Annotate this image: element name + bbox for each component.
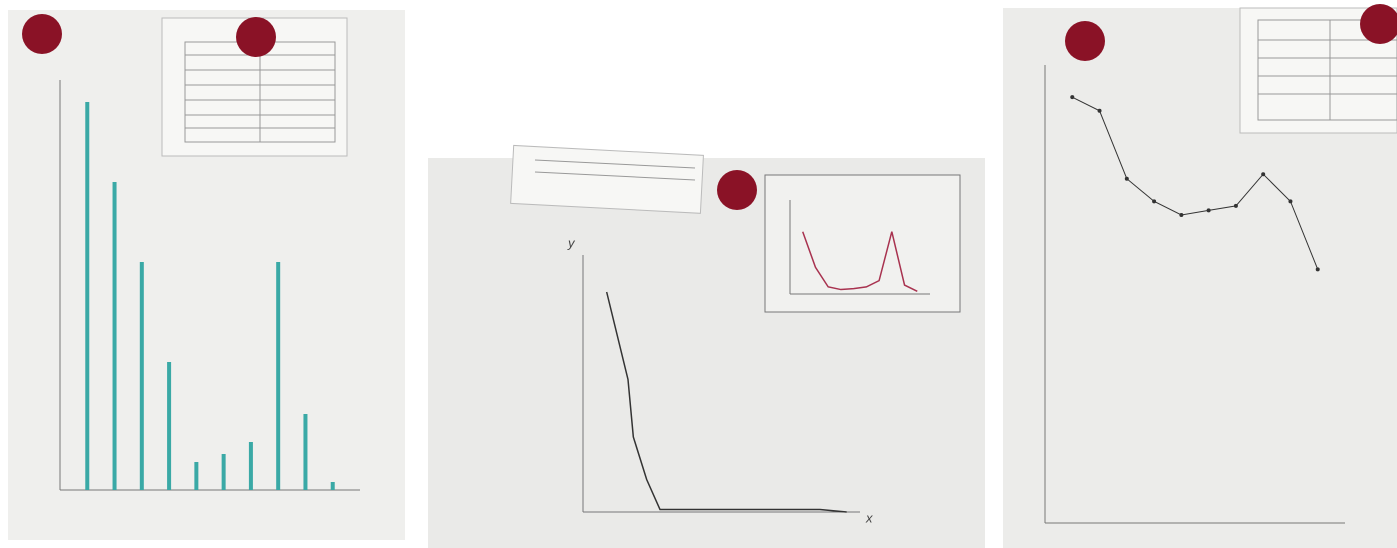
data-point	[1288, 199, 1293, 204]
bar	[330, 482, 335, 490]
bar	[85, 102, 90, 490]
axes	[59, 65, 1345, 524]
bar	[248, 442, 253, 490]
data-point	[1179, 212, 1184, 217]
y-axis-label: y	[567, 235, 576, 250]
data-line	[802, 231, 918, 293]
data-point	[1206, 208, 1211, 213]
data-line	[1072, 96, 1319, 270]
bar	[112, 182, 117, 490]
bar	[139, 262, 144, 490]
data-point	[1152, 199, 1157, 204]
bar	[194, 462, 199, 490]
table-card	[1239, 7, 1397, 134]
table-card	[510, 144, 704, 214]
inset-card	[764, 174, 961, 313]
data-point	[1261, 172, 1266, 177]
bar	[221, 454, 226, 490]
data-point	[1233, 203, 1238, 208]
bar	[276, 262, 281, 490]
data-point	[1097, 108, 1102, 113]
magnets	[22, 4, 1397, 210]
data-point	[1315, 267, 1320, 272]
data-point	[1070, 95, 1075, 100]
bar	[303, 414, 308, 490]
data-point	[1124, 176, 1129, 181]
bar	[167, 362, 172, 490]
x-axis-label: x	[865, 510, 873, 525]
data-line	[605, 291, 847, 513]
